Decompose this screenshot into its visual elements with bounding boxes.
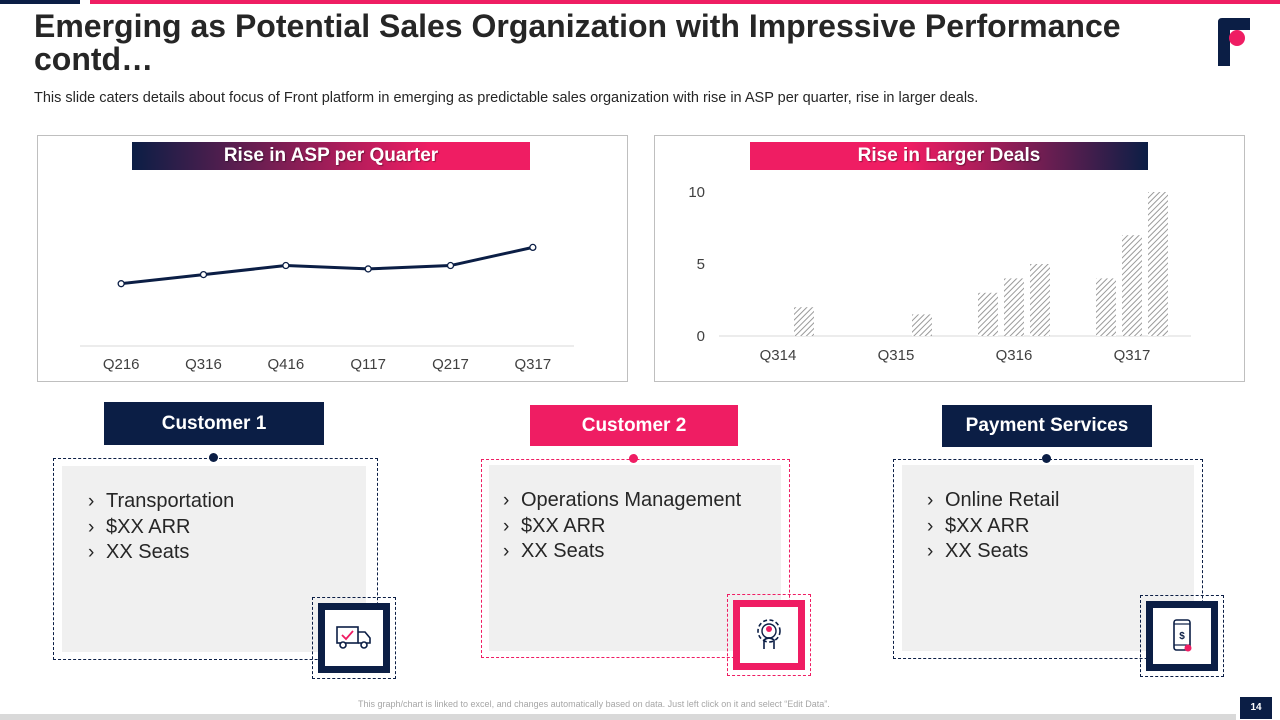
- bar: [1122, 235, 1142, 336]
- x-tick-label: Q316: [996, 347, 1033, 364]
- customer-2-connector-dot: [629, 454, 638, 463]
- customer-1-details: Transportation $XX ARR XX Seats: [88, 489, 234, 566]
- asp-chart-title: Rise in ASP per Quarter: [132, 142, 530, 170]
- mobile-payment-icon: $: [1173, 619, 1192, 652]
- slide-title: Emerging as Potential Sales Organization…: [34, 8, 1121, 77]
- bottom-bar: [0, 714, 1236, 720]
- bar: [1096, 278, 1116, 336]
- bar: [912, 314, 932, 336]
- delivery-truck-icon: [336, 626, 371, 649]
- x-tick-label: Q315: [878, 347, 915, 364]
- top-accent-pink: [90, 0, 1280, 4]
- data-point: [364, 265, 372, 273]
- x-tick-label: Q317: [1114, 347, 1151, 364]
- customer-2-icon-box: [727, 594, 811, 676]
- customer-2-label: Customer 2: [530, 405, 738, 446]
- bar: [1004, 278, 1024, 336]
- page-number: 14: [1240, 697, 1272, 719]
- customer-3-label: Payment Services: [942, 405, 1152, 447]
- data-point: [529, 243, 537, 252]
- footer-note: This graph/chart is linked to excel, and…: [358, 699, 830, 709]
- asp-chart-panel[interactable]: Q216 Q316 Q416 Q117 Q217 Q317 Rise in ASP per…: [37, 135, 628, 382]
- deals-chart-title: Rise in Larger Deals: [750, 142, 1148, 170]
- asp-line-chart: Q216 Q316 Q416 Q117 Q217 Q317: [80, 243, 574, 373]
- bar: [978, 292, 998, 336]
- customer-2-details: Operations Management $XX ARR XX Seats: [503, 488, 741, 565]
- x-tick-label: Q317: [514, 356, 551, 373]
- list-item: $XX ARR: [88, 515, 234, 541]
- list-item: Operations Management: [503, 488, 741, 514]
- list-item: $XX ARR: [927, 514, 1060, 540]
- slide-subtitle: This slide caters details about focus of…: [34, 90, 979, 106]
- bar: [1148, 192, 1168, 336]
- top-accent-navy: [0, 0, 80, 4]
- x-tick-label: Q217: [432, 356, 469, 373]
- deals-chart-panel[interactable]: Q314 Q315 Q316 Q317 0 5 10 Rise in Larger Deal…: [654, 135, 1245, 382]
- x-tick-label: Q314: [760, 347, 797, 364]
- list-item: XX Seats: [927, 539, 1060, 565]
- x-tick-label: Q416: [267, 356, 304, 373]
- list-item: XX Seats: [503, 539, 741, 565]
- customer-3-connector-dot: [1042, 454, 1051, 463]
- list-item: Transportation: [88, 489, 234, 515]
- data-point: [282, 261, 290, 270]
- x-tick-label: Q117: [350, 356, 386, 373]
- deals-bar-chart: Q314 Q315 Q316 Q317 0 5 10: [688, 184, 1191, 364]
- customer-1-icon-box: [312, 597, 396, 679]
- x-tick-label: Q216: [103, 356, 140, 373]
- y-tick-label: 5: [697, 256, 705, 273]
- list-item: Online Retail: [927, 488, 1060, 514]
- list-item: $XX ARR: [503, 514, 741, 540]
- customer-3-icon-box: $: [1140, 595, 1224, 677]
- data-point: [117, 280, 125, 288]
- data-point: [446, 261, 455, 270]
- x-tick-label: Q316: [185, 356, 222, 373]
- series-line: [121, 245, 534, 286]
- brand-logo-icon: [1218, 18, 1250, 66]
- bar: [1030, 264, 1050, 336]
- customer-1-connector-dot: [209, 453, 218, 462]
- y-tick-label: 10: [688, 184, 705, 201]
- bar: [794, 307, 814, 336]
- customer-3-details: Online Retail $XX ARR XX Seats: [927, 488, 1060, 565]
- gear-person-icon: [757, 619, 781, 649]
- data-point: [199, 270, 208, 279]
- svg-text:$: $: [1179, 631, 1185, 642]
- y-tick-label: 0: [697, 328, 705, 345]
- list-item: XX Seats: [88, 540, 234, 566]
- customer-1-label: Customer 1: [104, 402, 324, 445]
